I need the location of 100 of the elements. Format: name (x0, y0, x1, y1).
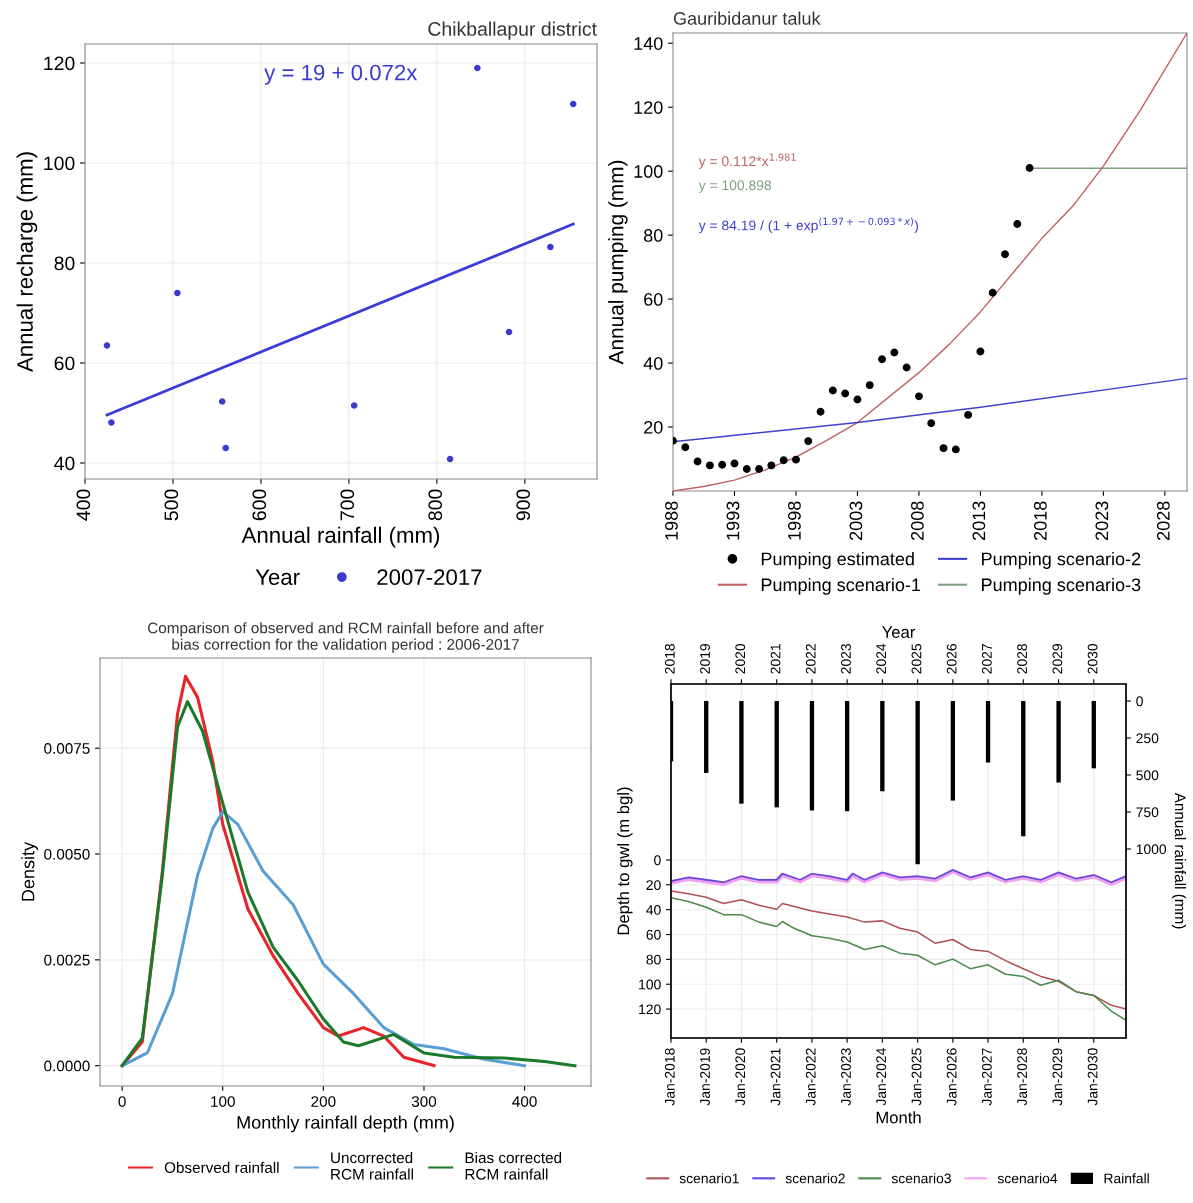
bar (985, 701, 991, 763)
legend-label: Uncorrected RCM rainfall (331, 1151, 413, 1180)
y-tick-label: 20 (646, 880, 661, 891)
y-axis-title: Annual pumping (mm) (608, 160, 628, 365)
point (681, 443, 690, 452)
x-tick-label: 2023 (1095, 501, 1109, 540)
x-tick-label: 2008 (910, 501, 924, 540)
point (108, 419, 115, 426)
bar (739, 701, 744, 804)
chart-title: Gauribidanur taluk (673, 11, 821, 25)
x-axis-title: Monthly rainfall depth (mm) (237, 1115, 454, 1133)
point (474, 64, 481, 72)
x-tick-label: 2018 (1033, 501, 1047, 540)
line-series (120, 700, 577, 1068)
x-tick-label: 200 (311, 1096, 336, 1107)
x2-axis-title: Year (882, 626, 916, 638)
point (792, 455, 800, 464)
annotation: y = 100.898 (698, 180, 772, 193)
y-axis-title: Annual recharge (mm) (16, 152, 38, 372)
y-tick-label: 0 (654, 855, 661, 866)
point (705, 461, 714, 470)
y-tick-label: 0.0075 (44, 743, 90, 754)
point (505, 328, 513, 336)
legend-label: Bias corrected RCM rainfall (465, 1151, 562, 1180)
x-tick-label: 2013 (972, 501, 986, 540)
x-tick-label: Jan-2027 (981, 1048, 992, 1106)
x-tick-label: 900 (516, 489, 531, 521)
point (1025, 164, 1034, 172)
x2-tick-label: 2030 (1087, 643, 1098, 674)
legend-label: Observed rainfall (164, 1161, 279, 1174)
point (804, 437, 813, 446)
x2-tick-label: 2020 (735, 643, 746, 674)
y2-tick-label: 500 (1136, 770, 1159, 781)
y-tick-label: 100 (44, 156, 75, 171)
bar (1056, 701, 1061, 783)
point (730, 459, 739, 468)
x-tick-label: 1993 (726, 501, 740, 540)
point (350, 402, 358, 409)
x-tick-label: 500 (164, 489, 179, 521)
point (779, 456, 788, 465)
point (841, 389, 850, 398)
legend-label: Pumping estimated (761, 552, 914, 569)
bar (844, 701, 850, 812)
point (693, 457, 702, 466)
point (174, 289, 181, 297)
x-tick-label: Jan-2023 (841, 1048, 851, 1106)
point (755, 464, 764, 473)
chart-title: Comparison of observed and RCM rainfall before and after bias correction for the validation period : 2006-2017 (148, 622, 544, 653)
y-tick-label: 20 (644, 420, 663, 434)
annotation: y = 84.19 / (1 + exp$^{(1.97+−0.093*x)}$) (698, 217, 918, 234)
point (976, 347, 985, 356)
point (828, 386, 837, 395)
x2-tick-label: 2019 (700, 644, 710, 674)
y-tick-label: 40 (54, 456, 75, 471)
y-tick-label: 40 (643, 357, 663, 370)
y-tick-label: 120 (634, 101, 663, 114)
y-tick-label: 140 (634, 37, 663, 50)
legend-label: scenario4 (997, 1173, 1058, 1184)
point (853, 395, 862, 404)
x-tick-label: Jan-2021 (770, 1048, 781, 1106)
point (718, 460, 727, 469)
y-tick-label: 0.0025 (44, 954, 90, 966)
x2-tick-label: 2021 (770, 644, 781, 674)
legend-title: Year (255, 569, 300, 586)
y-tick-label: 40 (646, 905, 661, 915)
y2-tick-label: 250 (1136, 733, 1159, 744)
x-tick-label: 2003 (849, 501, 863, 540)
x-tick-label: 1988 (665, 501, 678, 540)
y2-tick-label: 1000 (1136, 844, 1167, 855)
x2-tick-label: 2018 (664, 643, 675, 674)
x2-tick-label: 2024 (876, 643, 887, 674)
y-tick-label: 60 (646, 929, 661, 940)
point (103, 342, 111, 349)
x-tick-label: 0 (118, 1096, 126, 1107)
x2-tick-label: 2022 (805, 644, 816, 674)
point (988, 288, 997, 297)
point (865, 381, 874, 390)
bar (1091, 701, 1096, 769)
legend-label: scenario1 (679, 1173, 739, 1184)
y-tick-label: 80 (643, 229, 663, 242)
y2-axis-title: Annual rainfall (mm) (1171, 792, 1187, 929)
x-tick-label: 700 (340, 489, 355, 521)
chart-title: Chikballapur district (428, 21, 597, 40)
point (742, 464, 751, 473)
bar (915, 701, 920, 865)
point (816, 407, 825, 416)
point (890, 348, 899, 357)
x2-tick-label: 2026 (946, 643, 957, 674)
x-tick-label: 2028 (1156, 501, 1170, 540)
point (914, 392, 923, 401)
point (939, 444, 948, 453)
y-axis-title: Depth to gwl (m bgl) (617, 787, 633, 935)
x2-tick-label: 2029 (1052, 644, 1063, 674)
point (569, 100, 577, 108)
x-tick-label: Jan-2028 (1017, 1048, 1027, 1106)
x2-tick-label: 2028 (1017, 643, 1027, 674)
legend-label: 2007-2017 (377, 569, 482, 586)
y-tick-label: 0.0050 (44, 848, 90, 860)
annotation: y = 0.112*x$^{1.981}$ (698, 153, 796, 169)
point (964, 410, 973, 419)
